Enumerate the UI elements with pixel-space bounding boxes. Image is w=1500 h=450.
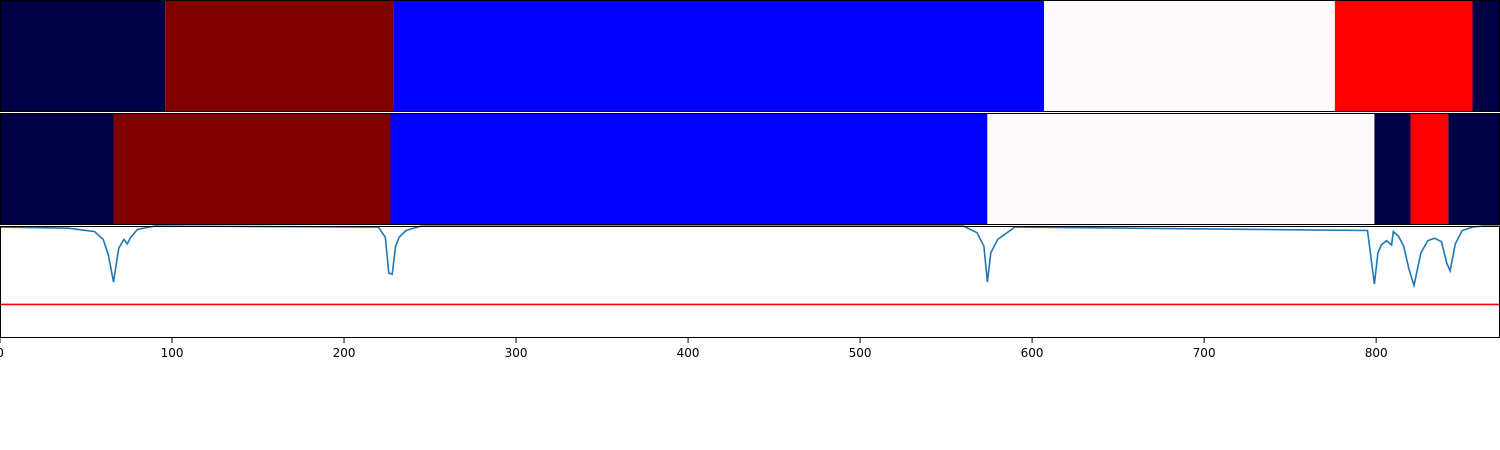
x-tick-label: 400 <box>677 346 700 360</box>
signal-panel <box>0 225 1500 306</box>
top-segment-2 <box>393 0 1045 112</box>
x-tick-label: 0 <box>0 346 4 360</box>
panel-frame-2 <box>0 226 1500 338</box>
middle-segment-5 <box>1410 113 1449 225</box>
x-tick-label: 600 <box>1021 346 1044 360</box>
x-tick-label: 500 <box>849 346 872 360</box>
top-segment-1 <box>165 0 394 112</box>
x-tick-label: 300 <box>505 346 528 360</box>
x-tick-label: 800 <box>1365 346 1388 360</box>
signal-line <box>0 225 1500 289</box>
middle-segment-6 <box>1448 113 1500 225</box>
middle-segment-panel <box>0 113 1500 225</box>
top-segment-panel <box>0 0 1500 112</box>
top-segment-5 <box>1472 0 1500 112</box>
x-tick-label: 700 <box>1193 346 1216 360</box>
x-axis: 0 100 200 300 400 500 600 700 800 <box>0 338 1388 360</box>
x-tick-label: 200 <box>333 346 356 360</box>
top-segment-4 <box>1334 0 1473 112</box>
middle-segment-2 <box>390 113 988 225</box>
middle-segment-1 <box>113 113 391 225</box>
top-segment-0 <box>0 0 166 112</box>
middle-segment-3 <box>987 113 1375 225</box>
middle-segment-4 <box>1374 113 1411 225</box>
middle-segment-0 <box>0 113 114 225</box>
top-segment-3 <box>1044 0 1335 112</box>
x-tick-label: 100 <box>161 346 184 360</box>
